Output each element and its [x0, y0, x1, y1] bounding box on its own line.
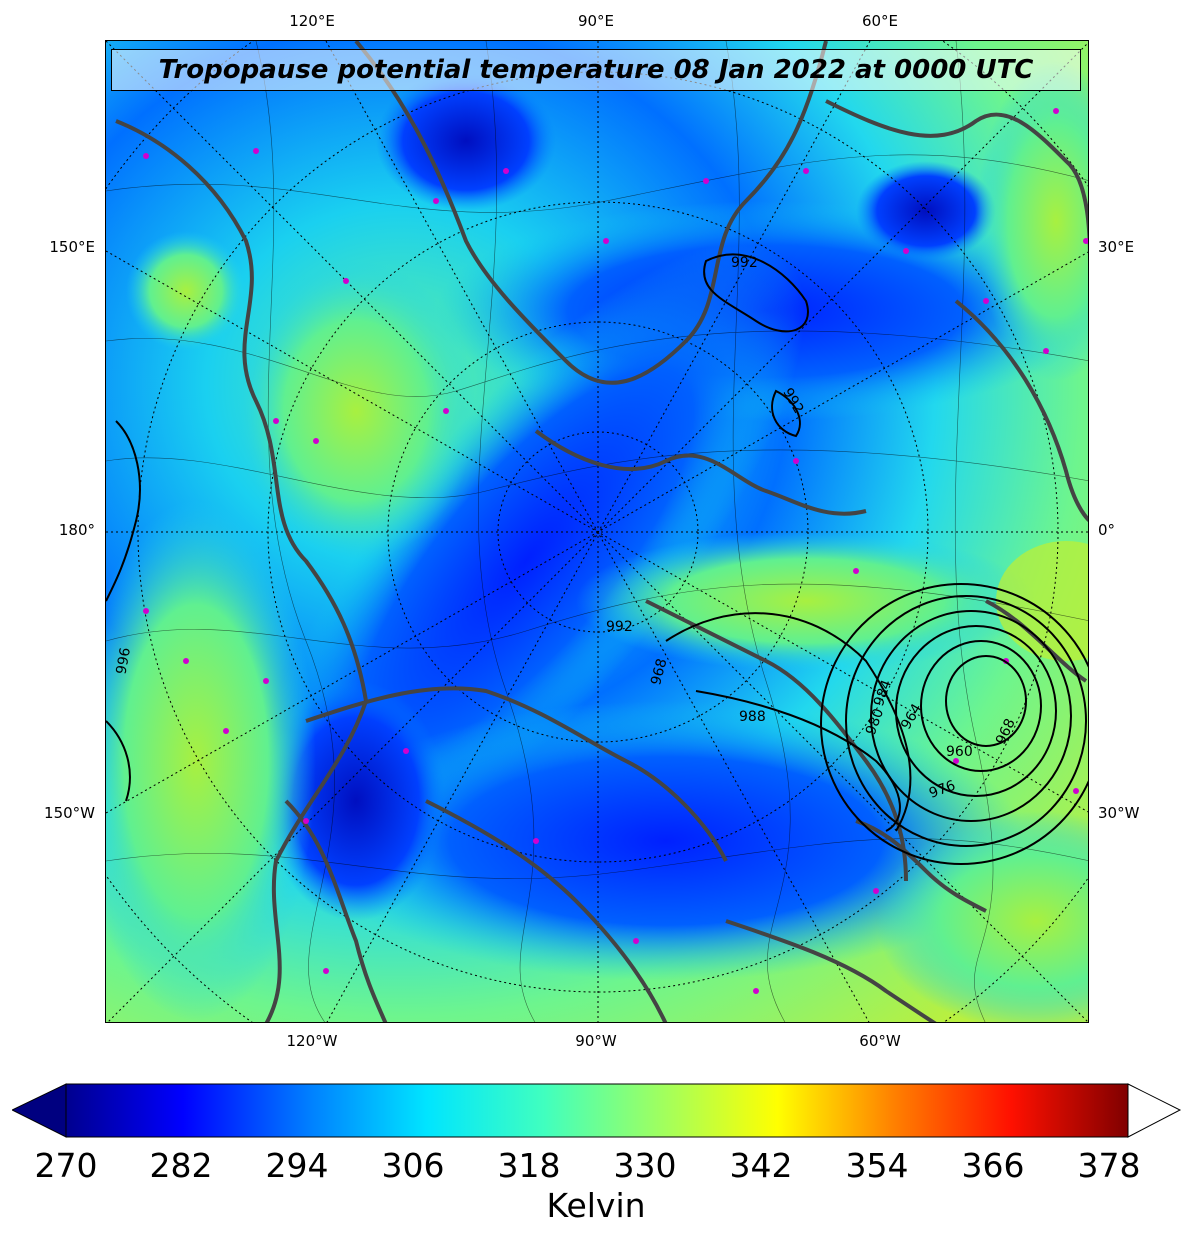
- colorbar: [12, 1083, 1182, 1138]
- colorbar-over-arrow: [1127, 1083, 1182, 1138]
- colorbar-tick: 270: [34, 1146, 98, 1185]
- coastlines: [115, 41, 1088, 1022]
- contour-label: 996: [114, 646, 134, 675]
- colorbar-under-arrow: [12, 1083, 67, 1138]
- trough-region: [306, 701, 1026, 981]
- contour-label: 992: [731, 255, 758, 271]
- lat-label-left: 150°E: [49, 238, 95, 256]
- lat-label-right: 30°W: [1098, 804, 1140, 822]
- ridge-region: [976, 61, 1088, 381]
- lat-label-left: 150°W: [44, 804, 95, 822]
- lon-label-bottom: 90°W: [575, 1032, 617, 1050]
- lon-label-top: 120°E: [289, 12, 335, 30]
- lon-label-top: 60°E: [861, 12, 899, 30]
- contour-label: 960: [946, 744, 973, 760]
- lat-label-right: 30°E: [1098, 238, 1135, 256]
- lat-label-right: 0°: [1098, 521, 1116, 539]
- ridge-region: [126, 231, 246, 351]
- pressure-contours: [106, 253, 1088, 865]
- map-title: Tropopause potential temperature 08 Jan …: [158, 55, 1034, 85]
- lon-label-top: 90°E: [577, 12, 615, 30]
- map-panel: 992 992 992 988 984 980 976 968 968 964 …: [105, 40, 1089, 1023]
- colorbar-tick: 342: [729, 1146, 793, 1185]
- colorbar-tick: 354: [845, 1146, 909, 1185]
- ridge-region: [576, 531, 1036, 671]
- contour-label: 992: [606, 619, 633, 635]
- theta-contours: [106, 41, 1088, 1022]
- ridge-region: [106, 501, 316, 1021]
- colorbar-tick: 318: [497, 1146, 561, 1185]
- ridge-region: [876, 811, 1088, 1022]
- colorbar-tick: 294: [265, 1146, 329, 1185]
- lon-label-bottom: 120°W: [286, 1032, 338, 1050]
- colorbar-label: Kelvin: [546, 1186, 646, 1225]
- contour-label: 988: [739, 709, 766, 725]
- lat-label-left: 180°: [58, 521, 95, 539]
- lon-label-bottom: 60°W: [859, 1032, 901, 1050]
- ridge-region: [236, 261, 476, 561]
- graticule: [106, 41, 1088, 1022]
- colorbar-tick: 378: [1077, 1146, 1141, 1185]
- colorbar-tick: 282: [149, 1146, 213, 1185]
- title-box: Tropopause potential temperature 08 Jan …: [111, 49, 1081, 91]
- colorbar-tick: 366: [961, 1146, 1025, 1185]
- colorbar-tick: 330: [613, 1146, 677, 1185]
- colorbar-body: [65, 1083, 1129, 1138]
- map-graphics: 992 992 992 988 984 980 976 968 968 964 …: [106, 41, 1088, 1022]
- contour-label: 968: [648, 657, 670, 687]
- trough-region: [376, 71, 556, 211]
- trough-region: [856, 161, 996, 261]
- colorbar-tick: 306: [381, 1146, 445, 1185]
